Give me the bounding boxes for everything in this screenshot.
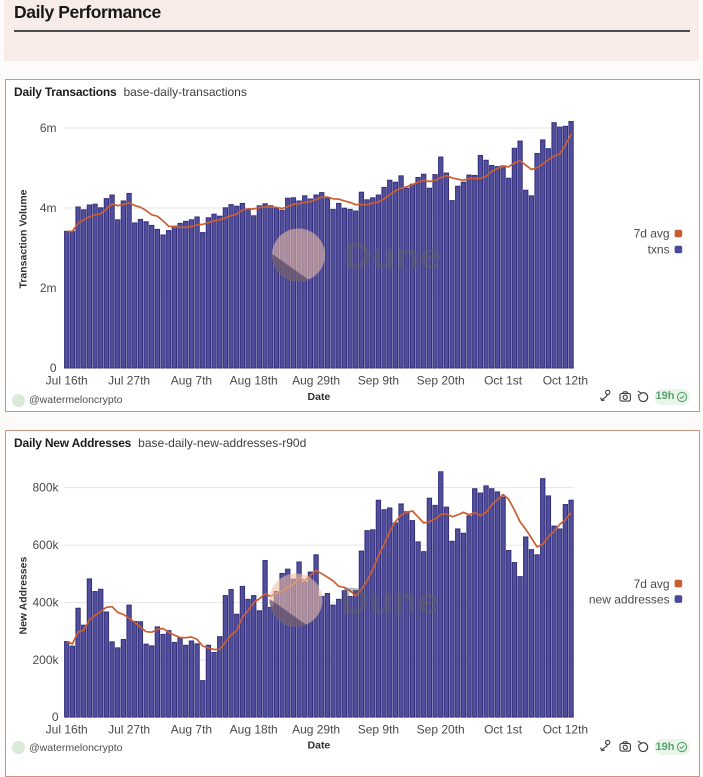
svg-text:Date: Date [307,391,330,403]
svg-text:7d avg: 7d avg [633,577,669,591]
svg-text:Jul 27th: Jul 27th [108,723,150,737]
svg-text:2m: 2m [39,281,56,295]
svg-text:txns: txns [647,243,669,257]
svg-text:7d avg: 7d avg [633,227,669,241]
svg-text:Sep 20th: Sep 20th [416,723,464,737]
svg-text:Sep 20th: Sep 20th [416,374,464,388]
svg-text:Jul 27th: Jul 27th [108,374,150,388]
svg-text:4m: 4m [39,201,56,215]
svg-text:Sep 9th: Sep 9th [357,723,398,737]
svg-text:Oct 1st: Oct 1st [484,723,523,737]
svg-text:new addresses: new addresses [588,593,669,607]
svg-text:600k: 600k [32,538,59,552]
svg-text:Aug 7th: Aug 7th [170,723,211,737]
svg-text:Aug 29th: Aug 29th [292,723,340,737]
svg-text:Jul 16th: Jul 16th [45,374,87,388]
svg-text:400k: 400k [32,596,59,610]
svg-text:0: 0 [51,710,58,724]
svg-text:Transaction Volume: Transaction Volume [17,189,29,288]
svg-text:Aug 18th: Aug 18th [229,723,277,737]
svg-text:Oct 1st: Oct 1st [484,374,523,388]
svg-text:Oct 12th: Oct 12th [542,374,587,388]
svg-text:Date: Date [307,740,330,752]
svg-text:800k: 800k [32,481,59,495]
svg-text:Dune: Dune [341,581,440,622]
svg-text:Dune: Dune [344,236,443,277]
svg-text:Oct 12th: Oct 12th [542,723,587,737]
svg-text:New Addresses: New Addresses [17,557,29,635]
svg-text:Aug 29th: Aug 29th [292,374,340,388]
svg-text:Sep 9th: Sep 9th [357,374,398,388]
svg-text:0: 0 [49,361,56,375]
svg-text:Aug 7th: Aug 7th [170,374,211,388]
svg-text:Aug 18th: Aug 18th [229,374,277,388]
svg-text:200k: 200k [32,653,59,667]
svg-text:Jul 16th: Jul 16th [45,723,87,737]
svg-text:6m: 6m [39,121,56,135]
